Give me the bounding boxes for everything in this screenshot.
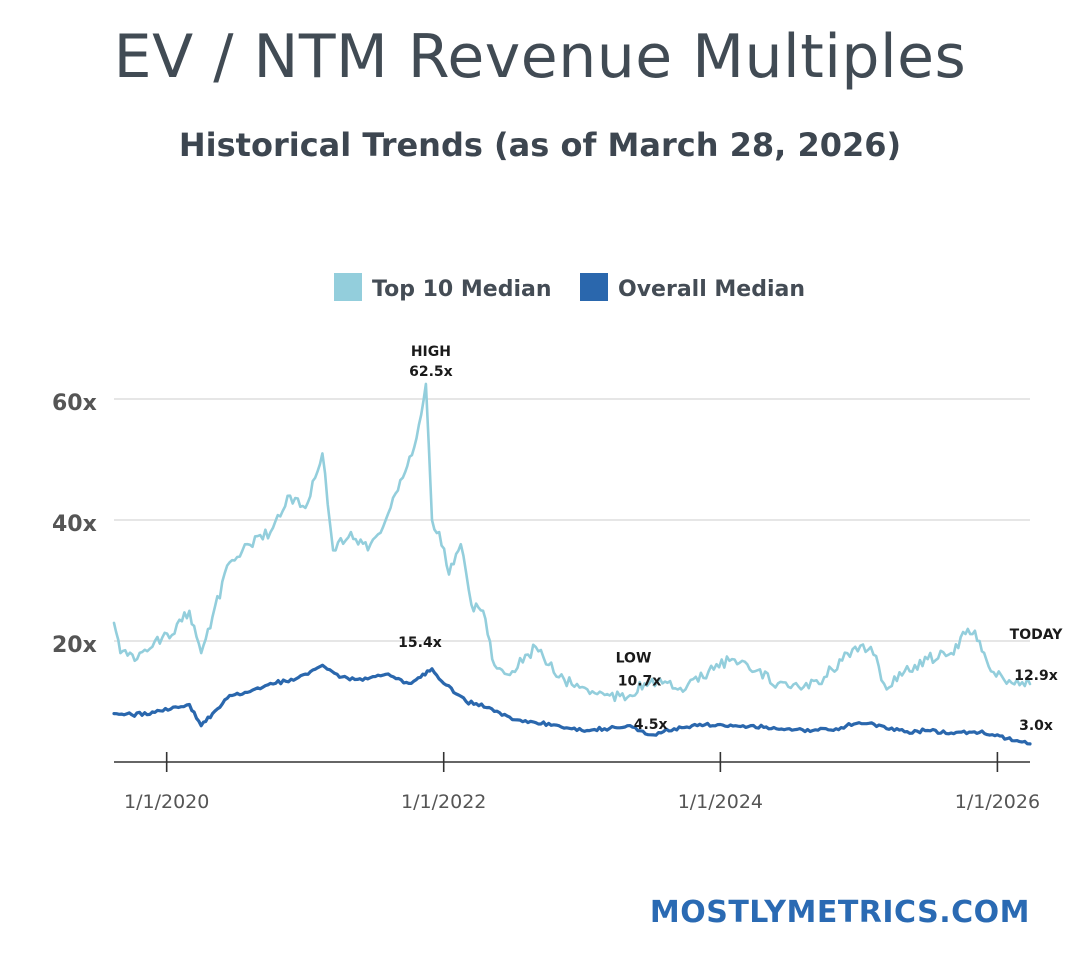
chart-annotations: HIGH 62.5x 15.4x LOW 10.7x 4.5x TODAY 12.9x 3.0x: [398, 344, 1063, 734]
x-axis: 1/1/2020 1/1/2022 1/1/2024 1/1/2026: [114, 752, 1040, 813]
annotation-overall-low: 4.5x: [634, 717, 668, 733]
annotation-today-overall: 3.0x: [1019, 718, 1053, 734]
annotation-overall-peak: 15.4x: [398, 635, 442, 651]
annotation-high-label: HIGH: [411, 344, 451, 360]
x-tick-label-1/1/2026: 1/1/2026: [955, 791, 1040, 813]
x-tick-label-1/1/2022: 1/1/2022: [401, 791, 486, 813]
legend-label-top-10-median: Top 10 Median: [372, 277, 552, 302]
series-line-top-10-median: [112, 382, 1032, 703]
annotation-low-value: 10.7x: [618, 673, 662, 689]
page-subtitle: Historical Trends (as of March 28, 2026): [178, 126, 902, 164]
annotation-today-label: TODAY: [1010, 627, 1064, 643]
x-tick-label-1/1/2024: 1/1/2024: [678, 791, 763, 813]
legend-label-overall-median: Overall Median: [618, 277, 805, 302]
legend-swatch-overall-median: [580, 273, 608, 301]
y-tick-label-60: 60x: [52, 391, 97, 416]
x-tick-label-1/1/2020: 1/1/2020: [124, 791, 209, 813]
y-tick-label-20: 20x: [52, 633, 97, 658]
y-axis-ticks: 20x 40x 60x: [52, 391, 97, 658]
page-title: EV / NTM Revenue Multiples: [113, 22, 967, 92]
legend-swatch-top-10-median: [334, 273, 362, 301]
chart-legend: Top 10 Median Overall Median: [334, 273, 805, 302]
brand-footer: MOSTLYMETRICS.COM: [649, 895, 1030, 930]
series-lines: [112, 382, 1032, 746]
annotation-low-label: LOW: [616, 650, 652, 666]
series-line-overall-median: [112, 663, 1032, 746]
annotation-today-top10: 12.9x: [1014, 668, 1058, 684]
y-tick-label-40: 40x: [52, 512, 97, 537]
annotation-high-value: 62.5x: [409, 364, 453, 380]
grid-lines: [114, 398, 1030, 642]
